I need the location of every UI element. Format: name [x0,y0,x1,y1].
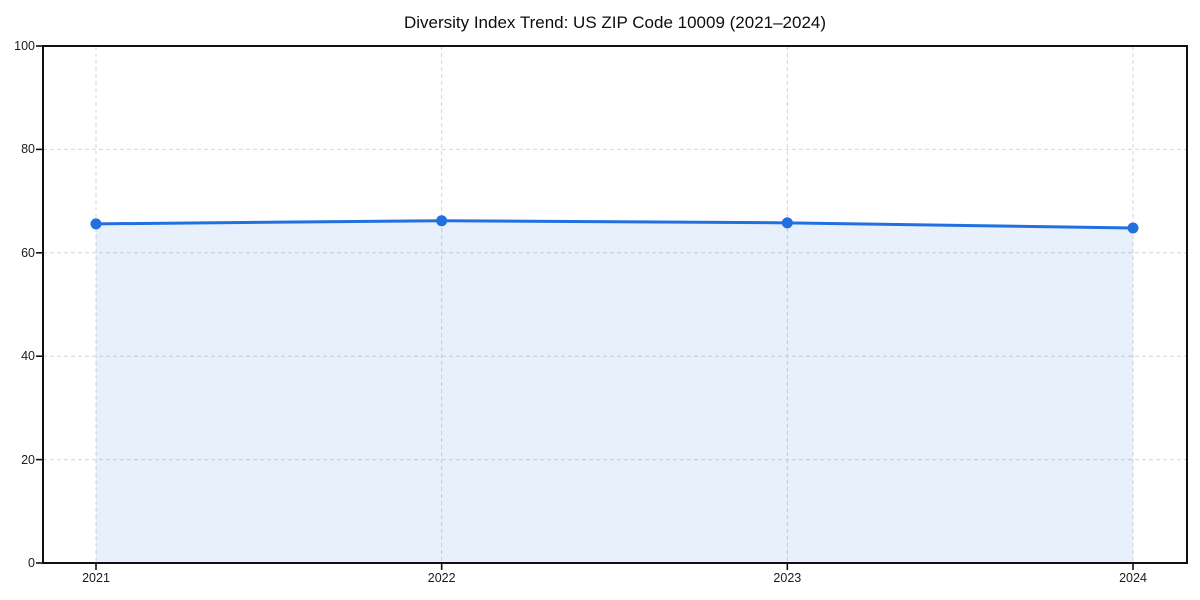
plot-border [42,45,1188,564]
plot-area [36,45,1188,570]
x-tick-label: 2023 [773,571,802,585]
y-tick-label: 80 [21,142,35,157]
data-point-2022 [436,215,448,227]
data-point-2023 [781,217,793,229]
y-tick-label: 60 [21,245,35,260]
y-tick-label: 100 [14,39,35,53]
x-tick-label: 2024 [1119,571,1147,585]
chart-title: Diversity Index Trend: US ZIP Code 10009… [403,13,827,32]
x-tick-label: 2022 [427,571,456,585]
data-point-2021 [90,218,102,230]
trend-line [94,219,1135,230]
x-tick-label: 2021 [82,571,110,585]
data-point-2024 [1127,222,1139,234]
y-tick-label: 20 [21,452,35,467]
area-fill [96,220,1133,563]
y-tick-label: 0 [28,556,35,570]
y-tick-label: 40 [21,349,35,364]
chart-canvas [36,45,1188,570]
